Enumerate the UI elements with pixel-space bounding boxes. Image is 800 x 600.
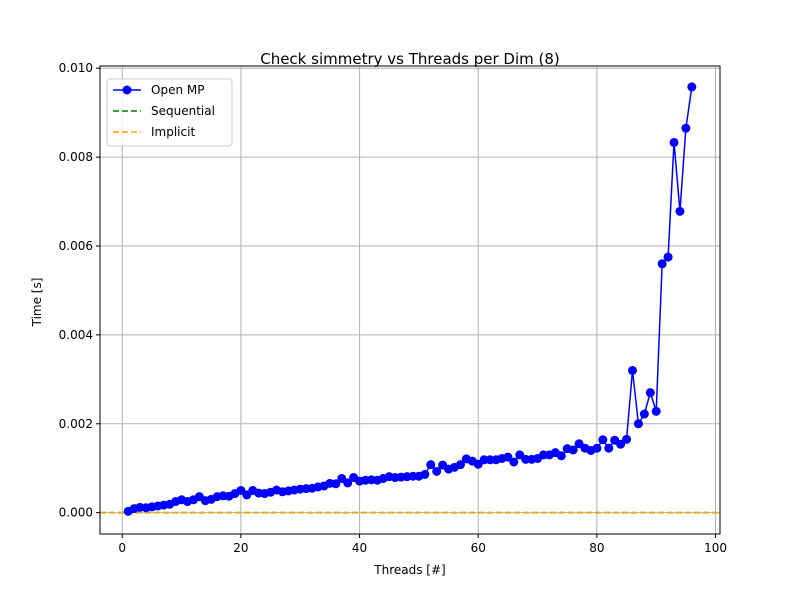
x-tick-label: 80	[589, 541, 604, 555]
open-mp-point	[426, 460, 436, 470]
x-axis-label: Threads [#]	[373, 563, 445, 577]
open-mp-point	[639, 409, 649, 419]
grid	[100, 66, 720, 534]
series-layer	[123, 82, 697, 516]
open-mp-point	[651, 406, 661, 416]
open-mp-point	[432, 466, 442, 476]
open-mp-point	[627, 365, 637, 375]
open-mp-point	[568, 445, 578, 455]
y-tick-label: 0.006	[59, 239, 93, 253]
x-tick-label: 0	[118, 541, 126, 555]
open-mp-point	[669, 137, 679, 147]
open-mp-point	[420, 469, 430, 479]
y-tick-label: 0.004	[59, 328, 93, 342]
open-mp-point	[343, 478, 353, 488]
open-mp-point	[509, 457, 519, 467]
x-tick-label: 100	[704, 541, 727, 555]
x-tick-label: 40	[352, 541, 367, 555]
y-axis-label: Time [s]	[30, 278, 44, 328]
legend: Open MP Sequential Implicit	[106, 78, 233, 147]
open-mp-point	[592, 443, 602, 453]
x-tick-label: 20	[233, 541, 248, 555]
open-mp-point	[604, 443, 614, 453]
y-tick-label: 0.008	[59, 150, 93, 164]
open-mp-point	[616, 439, 626, 449]
y-tick-label: 0.010	[59, 61, 93, 75]
open-mp-point	[687, 82, 697, 92]
open-mp-point	[681, 123, 691, 133]
axis-ticks: 0 20 40 60 80 100 0.000 0.002 0.004 0.006 0.008 0.0…	[59, 61, 727, 555]
legend-marker-open-mp	[122, 85, 132, 95]
legend-label-sequential: Sequential	[151, 104, 215, 118]
open-mp-point	[455, 460, 465, 470]
open-mp-point	[633, 419, 643, 429]
plot-frame	[99, 65, 721, 535]
open-mp-point	[598, 435, 608, 445]
open-mp-point	[645, 388, 655, 398]
legend-label-implicit: Implicit	[151, 125, 195, 139]
chart-title: Check simmetry vs Threads per Dim (8)	[260, 50, 560, 68]
open-mp-point	[675, 206, 685, 216]
open-mp-point	[663, 252, 673, 262]
y-tick-label: 0.000	[59, 506, 93, 520]
legend-box	[106, 78, 233, 147]
open-mp-point	[622, 434, 632, 444]
y-tick-label: 0.002	[59, 417, 93, 431]
open-mp-point	[503, 452, 513, 462]
open-mp-point	[657, 259, 667, 269]
x-tick-label: 60	[471, 541, 486, 555]
legend-label-open-mp: Open MP	[151, 83, 204, 97]
open-mp-point	[331, 479, 341, 489]
open-mp-point	[556, 451, 566, 461]
